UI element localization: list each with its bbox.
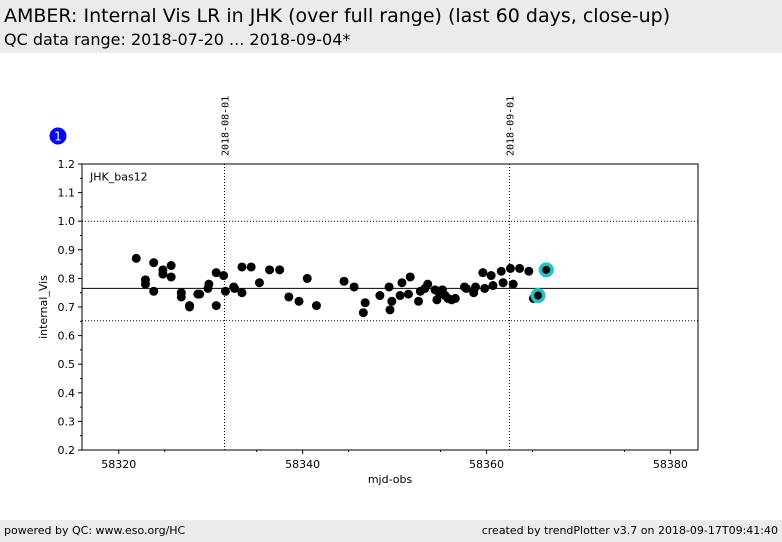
data-point xyxy=(480,283,490,293)
data-point xyxy=(246,262,256,272)
data-point xyxy=(185,302,195,312)
data-point xyxy=(149,286,159,296)
data-point xyxy=(131,253,141,263)
data-point xyxy=(311,301,321,311)
data-point xyxy=(461,283,471,293)
data-point xyxy=(211,301,221,311)
y-tick-label: 0.7 xyxy=(58,301,76,314)
data-point xyxy=(486,271,496,281)
data-point xyxy=(405,272,415,282)
data-point xyxy=(254,278,264,288)
data-point xyxy=(450,293,460,303)
date-marker-label: 2018-09-01 xyxy=(506,96,517,156)
data-point xyxy=(294,296,304,306)
y-tick-label: 0.9 xyxy=(58,244,76,257)
data-point xyxy=(158,269,168,279)
data-point xyxy=(349,282,359,292)
data-point xyxy=(237,288,247,298)
footer-credit: powered by QC: www.eso.org/HC xyxy=(4,524,186,537)
data-point xyxy=(176,292,186,302)
data-point xyxy=(498,278,508,288)
date-marker-label: 2018-08-01 xyxy=(221,96,232,156)
data-point xyxy=(496,266,506,276)
data-point xyxy=(204,279,214,289)
y-tick-label: 1.1 xyxy=(58,187,76,200)
data-point xyxy=(237,262,247,272)
page-subtitle: QC data range: 2018-07-20 ... 2018-09-04… xyxy=(4,30,351,49)
x-tick-label: 58340 xyxy=(285,458,320,471)
data-point xyxy=(471,282,481,292)
data-point xyxy=(284,292,294,302)
data-point xyxy=(195,289,205,299)
y-tick-label: 0.6 xyxy=(58,330,76,343)
data-point xyxy=(515,263,525,273)
data-point xyxy=(524,266,534,276)
data-point xyxy=(397,278,407,288)
header-bar: AMBER: Internal Vis LR in JHK (over full… xyxy=(0,0,782,53)
y-axis-label: internal_Vis xyxy=(37,275,50,339)
data-point xyxy=(149,258,159,268)
data-point xyxy=(211,268,221,278)
data-point xyxy=(360,298,370,308)
x-axis-label: mjd-obs xyxy=(368,473,413,486)
data-point xyxy=(403,289,413,299)
data-point xyxy=(220,286,230,296)
data-point xyxy=(488,281,498,291)
trend-chart: 1 2018-08-01 2018-09-01 0.2 0.3 0.4 0.5 0.6 0.7… xyxy=(37,96,699,486)
data-point xyxy=(508,279,518,289)
x-tick-label: 58360 xyxy=(469,458,504,471)
highlight-point xyxy=(534,291,543,300)
data-point xyxy=(505,263,515,273)
data-point xyxy=(385,305,395,315)
y-tick-label: 0.5 xyxy=(58,358,76,371)
data-point xyxy=(302,273,312,283)
footer-timestamp: created by trendPlotter v3.7 on 2018-09-… xyxy=(481,524,778,537)
y-tick-label: 0.8 xyxy=(58,272,76,285)
highlight-point xyxy=(542,265,551,274)
data-point xyxy=(423,279,433,289)
data-point xyxy=(275,265,285,275)
data-point xyxy=(358,308,368,318)
y-tick-label: 1.0 xyxy=(58,215,76,228)
data-point xyxy=(375,291,385,301)
data-point xyxy=(395,291,405,301)
data-point xyxy=(384,282,394,292)
series-label: JHK_bas12 xyxy=(89,171,148,184)
data-point xyxy=(339,276,349,286)
plot-area: 2018-08-01 2018-09-01 0.2 0.3 0.4 0.5 0.6 0.7 0.… xyxy=(58,96,699,471)
data-point xyxy=(166,272,176,282)
data-point xyxy=(414,296,424,306)
x-tick-label: 58380 xyxy=(653,458,688,471)
badge-label: 1 xyxy=(54,130,62,144)
footer-bar: powered by QC: www.eso.org/HC created by… xyxy=(0,520,782,542)
y-tick-label: 1.2 xyxy=(58,158,76,171)
data-point xyxy=(265,265,275,275)
data-point xyxy=(230,283,240,293)
badge-circle[interactable] xyxy=(49,127,67,145)
y-tick-label: 0.3 xyxy=(58,415,76,428)
y-tick-label: 0.2 xyxy=(58,444,76,457)
data-point xyxy=(219,271,229,281)
data-point xyxy=(140,279,150,289)
data-point xyxy=(478,268,488,278)
page-title: AMBER: Internal Vis LR in JHK (over full… xyxy=(4,5,671,27)
data-point xyxy=(387,296,397,306)
data-point xyxy=(166,261,176,271)
x-tick-label: 58320 xyxy=(101,458,136,471)
y-tick-label: 0.4 xyxy=(58,387,76,400)
